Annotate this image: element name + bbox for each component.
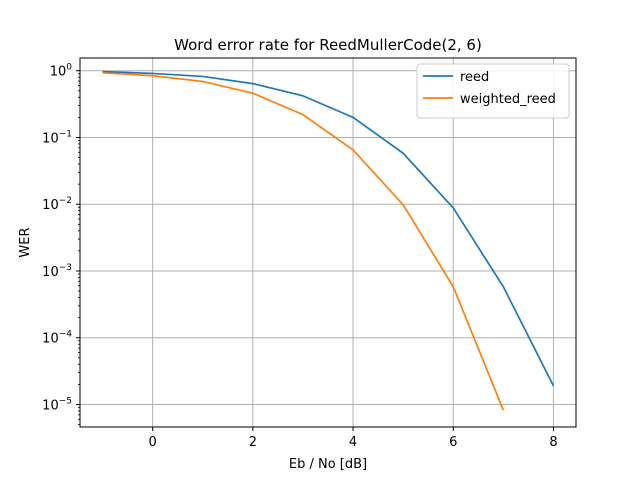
chart-title: Word error rate for ReedMullerCode(2, 6) [174, 36, 482, 54]
y-tick-base: 10 [42, 398, 59, 413]
y-tick-exponent: 0 [66, 63, 72, 73]
x-tick-label: 6 [449, 435, 457, 450]
y-tick-base: 10 [42, 131, 59, 146]
y-tick-exponent: −5 [59, 396, 72, 406]
legend-label-reed: reed [460, 70, 489, 85]
y-tick-exponent: −2 [59, 196, 72, 206]
legend: reed weighted_reed [417, 64, 569, 118]
x-tick-label: 0 [149, 435, 157, 450]
x-tick-label: 8 [549, 435, 557, 450]
y-tick-base: 10 [42, 265, 59, 280]
x-tick-label: 4 [349, 435, 357, 450]
y-axis-label: WER [18, 227, 33, 257]
x-tick-label: 2 [249, 435, 257, 450]
legend-label-weighted_reed: weighted_reed [460, 92, 556, 107]
y-tick-base: 10 [42, 332, 59, 347]
y-tick-base: 10 [50, 65, 67, 80]
y-tick-exponent: −3 [59, 263, 72, 273]
legend-box [417, 64, 569, 118]
y-tick-exponent: −1 [59, 129, 72, 139]
x-axis-label: Eb / No [dB] [289, 457, 367, 472]
y-tick-exponent: −4 [59, 330, 73, 340]
y-tick-base: 10 [42, 198, 59, 213]
